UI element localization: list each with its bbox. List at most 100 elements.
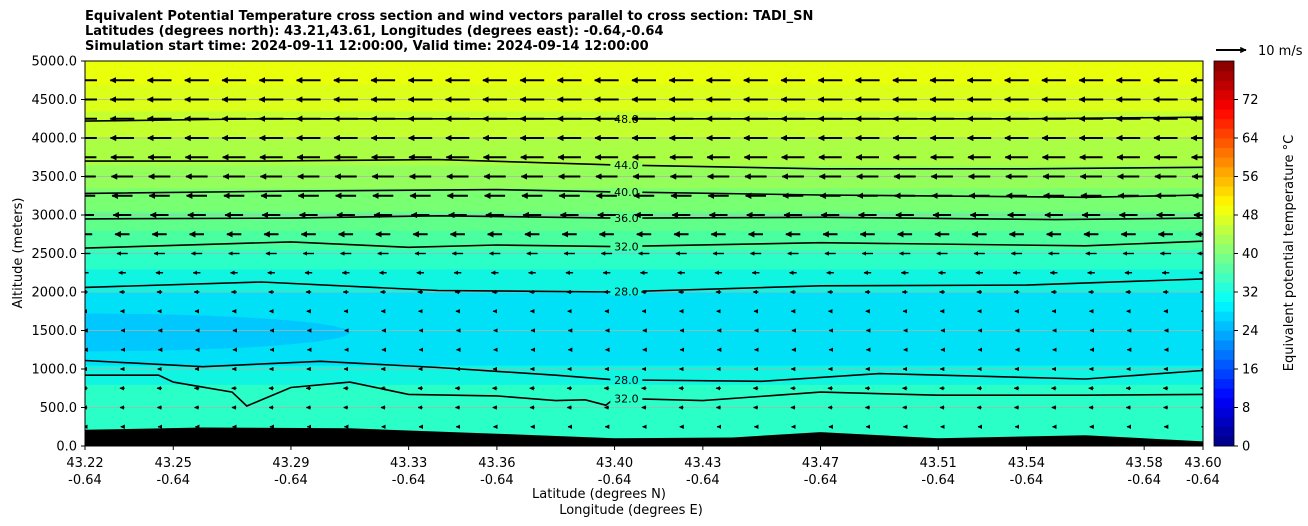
colorbar-step-33 [1214,118,1234,129]
x-tick-lat-5: 43.40 [596,456,633,471]
contour-label-gap-4 [610,242,643,251]
colorbar-step-23 [1214,215,1234,226]
x-tick-lat-9: 43.54 [1008,456,1045,471]
x-tick-lat-11: 43.60 [1184,456,1221,471]
colorbar-step-15 [1214,292,1234,303]
colorbar-step-34 [1214,109,1234,120]
contour-label-gap-7 [610,394,643,403]
colorbar-step-18 [1214,263,1234,274]
colorbar-step-35 [1214,99,1234,110]
colorbar-tick-label-3: 24 [1242,324,1259,339]
y-tick-label-0: 0.0 [56,440,77,455]
colorbar-step-32 [1214,128,1234,139]
x-tick-lat-7: 43.47 [802,456,839,471]
x-tick-lon-2: -0.64 [274,473,308,488]
colorbar-step-17 [1214,272,1234,283]
contour-4 [85,240,1203,249]
contour-label-4: 32.0 [614,240,639,253]
colorbar-step-3 [1214,407,1234,418]
colorbar-step-24 [1214,205,1234,216]
colorbar-step-11 [1214,330,1234,341]
chart-title-line-1: Equivalent Potential Temperature cross s… [85,9,814,24]
colorbar-step-6 [1214,378,1234,389]
x-axis-label-longitude: Longitude (degrees E) [559,503,703,518]
temperature-band-11 [85,84,1203,112]
x-tick-lon-11: -0.64 [1186,473,1220,488]
contour-label-1: 44.0 [614,159,639,172]
contour-label-6: 28.0 [614,374,639,387]
contour-label-gap-2 [610,188,643,197]
colorbar-label: Equivalent potential temperature °C [1282,135,1297,371]
y-tick-label-10: 5000.0 [32,55,78,70]
colorbar-step-37 [1214,80,1234,91]
y-tick-label-1: 500.0 [40,401,77,416]
contour-label-2: 40.0 [614,186,639,199]
x-tick-lat-4: 43.36 [478,456,515,471]
colorbar-step-26 [1214,186,1234,197]
contour-label-5: 28.0 [614,286,639,299]
x-tick-lat-2: 43.29 [272,456,309,471]
colorbar-tick-label-2: 16 [1242,363,1259,378]
x-tick-lat-0: 43.22 [66,456,103,471]
colorbar-step-30 [1214,147,1234,158]
x-tick-lat-1: 43.25 [155,456,192,471]
colorbar-step-29 [1214,157,1234,168]
colorbar-tick-label-8: 64 [1242,132,1259,147]
x-tick-lon-9: -0.64 [1010,473,1044,488]
contour-6 [85,359,1203,383]
colorbar-step-27 [1214,176,1234,187]
contour-label-gap-1 [610,161,643,170]
y-tick-label-9: 4500.0 [32,93,78,108]
colorbar-step-20 [1214,243,1234,254]
colorbar-step-10 [1214,340,1234,351]
contour-label-gap-0 [610,114,643,123]
y-tick-label-3: 1500.0 [32,324,78,339]
colorbar-step-19 [1214,253,1234,264]
x-tick-lon-8: -0.64 [921,473,955,488]
y-tick-label-2: 1000.0 [32,363,78,378]
colorbar-step-9 [1214,349,1234,360]
colorbar-tick-label-6: 48 [1242,209,1259,224]
x-tick-lon-0: -0.64 [68,473,102,488]
temperature-band-6 [85,211,1203,231]
x-tick-lon-7: -0.64 [804,473,838,488]
contour-label-7: 32.0 [614,393,639,406]
colorbar-tick-label-7: 56 [1242,170,1259,185]
contour-7 [85,374,1203,407]
x-tick-lat-6: 43.43 [684,456,721,471]
wind-vectors [85,77,1203,429]
contour-label-gap-3 [610,214,643,223]
x-tick-lon-10: -0.64 [1127,473,1161,488]
colorbar-step-31 [1214,138,1234,149]
chart-title-line-2: Latitudes (degrees north): 43.21,43.61, … [85,24,664,39]
contour-label-gap-5 [610,287,643,296]
colorbar-step-16 [1214,282,1234,293]
colorbar-step-1 [1214,426,1234,437]
colorbar-step-2 [1214,417,1234,428]
colorbar-tick-label-5: 40 [1242,247,1259,262]
colorbar-step-25 [1214,195,1234,206]
colorbar-step-39 [1214,61,1234,72]
colorbar-step-4 [1214,397,1234,408]
colorbar-tick-label-9: 72 [1242,93,1259,108]
temperature-band-4 [85,249,1203,270]
contour-label-3: 36.0 [614,212,639,225]
x-axis-label-latitude: Latitude (degrees N) [532,487,666,502]
colorbar-step-38 [1214,70,1234,81]
temperature-band-10 [85,111,1203,139]
x-tick-lat-10: 43.58 [1126,456,1163,471]
temperature-band-7 [85,188,1203,212]
colorbar: 0 8 16 24 32 40 48 56 64 72 [1213,60,1259,455]
colorbar-tick-label-1: 8 [1242,401,1250,416]
x-tick-lat-3: 43.33 [390,456,427,471]
x-axis: 43.22 -0.64 43.25 -0.64 43.29 -0.64 43.33 -0.64… [66,446,1222,488]
colorbar-step-0 [1214,436,1234,447]
x-tick-lon-5: -0.64 [598,473,632,488]
contour-label-gap-6 [610,375,643,384]
x-tick-lon-4: -0.64 [480,473,514,488]
x-tick-lon-3: -0.64 [392,473,426,488]
colorbar-step-22 [1214,224,1234,235]
colorbar-step-13 [1214,311,1234,322]
y-tick-label-7: 3500.0 [32,170,78,185]
